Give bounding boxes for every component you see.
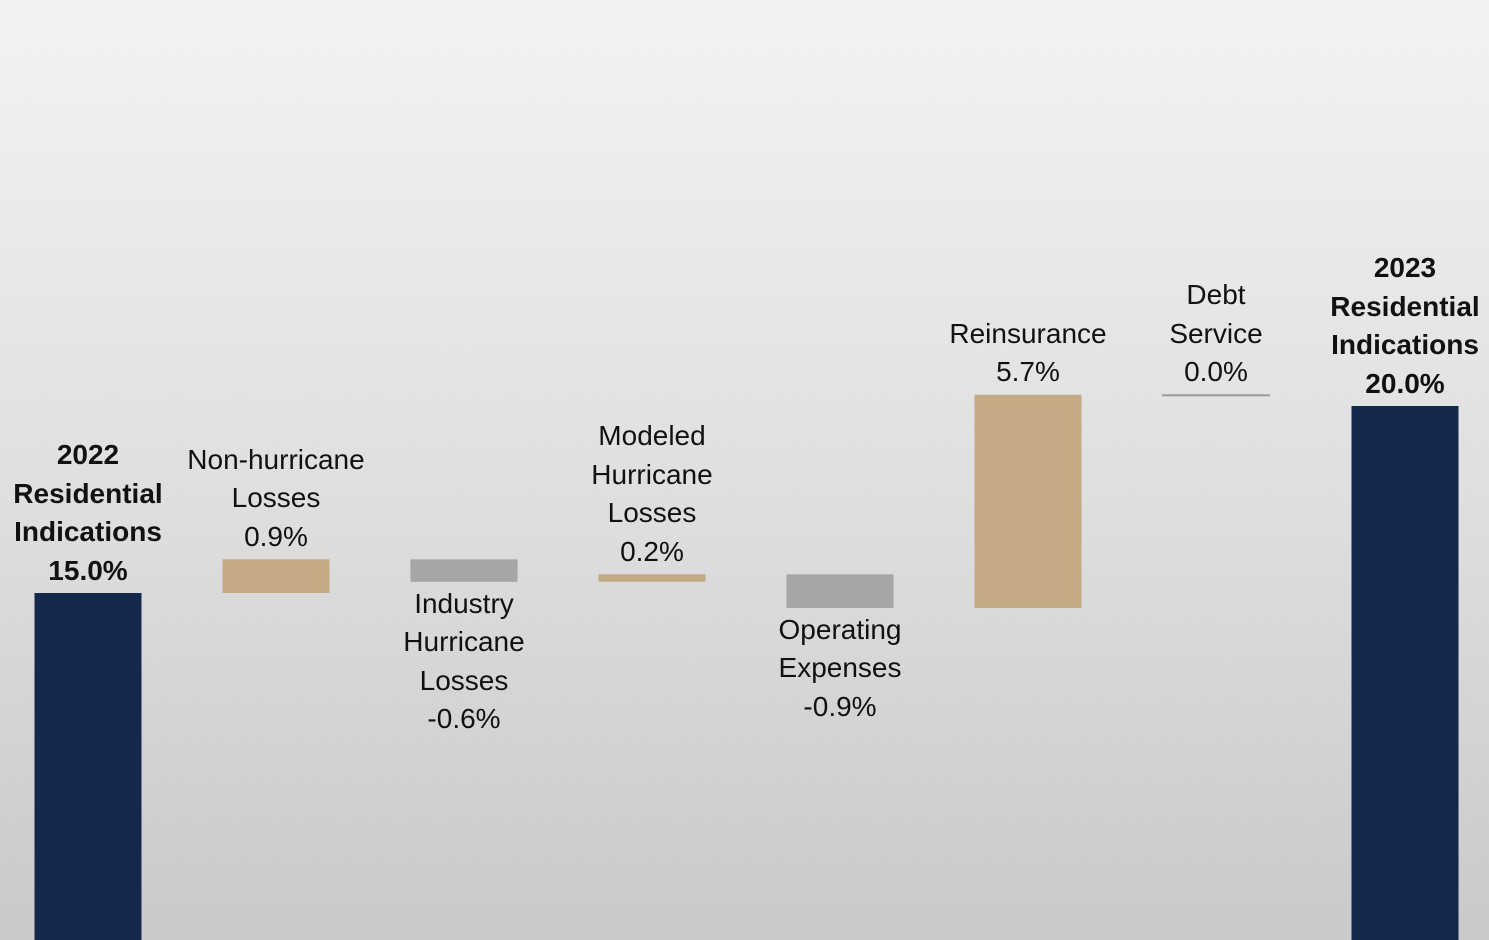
label-0-line-2: Indications <box>14 516 162 547</box>
label-5-line-0: Reinsurance <box>949 317 1107 349</box>
value-label-2: -0.6% <box>427 703 501 735</box>
label-4: Operating Expenses -0.9% <box>730 611 950 727</box>
label-0: 2022 Residential Indications 15.0% <box>0 436 198 590</box>
value-label-5: 5.7% <box>996 356 1060 388</box>
label-6: Debt Service 0.0% <box>1106 276 1326 392</box>
label-6-line-0: Debt <box>1186 279 1246 311</box>
label-7-line-1: Residential <box>1330 290 1480 322</box>
bar-0 <box>34 593 142 940</box>
label-3-line-0: Modeled <box>598 420 706 452</box>
value-label-6: 0.0% <box>1184 356 1248 388</box>
bar-3 <box>598 574 706 582</box>
bar-4 <box>786 574 894 608</box>
label-0-line-0: 2022 <box>56 439 120 470</box>
label-1-line-0: Non-hurricane <box>187 443 365 475</box>
label-4-line-1: Expenses <box>778 652 902 684</box>
label-6-line-1: Service <box>1169 317 1263 349</box>
value-label-1: 0.9% <box>244 520 308 552</box>
label-7-line-0: 2023 <box>1373 252 1437 283</box>
label-7: 2023 Residential Indications 20.0% <box>1295 249 1489 403</box>
label-5: Reinsurance 5.7% <box>918 315 1138 392</box>
label-0-line-1: Residential <box>13 477 163 509</box>
label-2-line-2: Losses <box>419 664 509 696</box>
value-label-3: 0.2% <box>620 535 684 567</box>
label-1: Non-hurricane Losses 0.9% <box>166 441 386 557</box>
bar-5 <box>974 394 1082 608</box>
label-3: Modeled Hurricane Losses 0.2% <box>542 417 762 571</box>
label-4-line-0: Operating <box>778 613 902 645</box>
value-label-4: -0.9% <box>803 690 877 722</box>
label-3-line-2: Losses <box>607 497 697 529</box>
label-1-line-1: Losses <box>231 482 321 514</box>
label-3-line-1: Hurricane <box>591 458 713 490</box>
value-label-0: 15.0% <box>48 554 128 586</box>
bar-1 <box>222 559 330 593</box>
label-7-line-2: Indications <box>1331 329 1479 360</box>
label-2: Industry Hurricane Losses -0.6% <box>354 585 574 739</box>
value-label-7: 20.0% <box>1365 367 1445 399</box>
bar-7 <box>1351 406 1459 940</box>
bar-2 <box>410 559 518 582</box>
bar-6 <box>1162 394 1270 397</box>
label-2-line-0: Industry <box>414 587 514 619</box>
label-2-line-1: Hurricane <box>403 626 525 658</box>
